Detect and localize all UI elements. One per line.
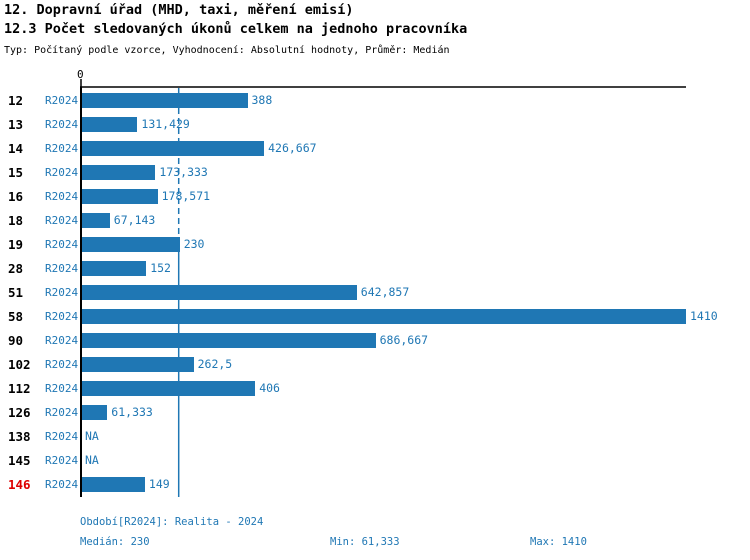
row-category-label: 90 [8, 333, 24, 348]
row-category-label: 146 [8, 477, 31, 492]
row-value-label: 152 [150, 261, 171, 275]
row-value-label: 67,143 [113, 213, 156, 227]
row-bar [81, 165, 156, 180]
row-period-label: R2024 [45, 190, 79, 203]
row-value-label: 426,667 [268, 141, 317, 155]
footer-max: Max: 1410 [530, 536, 587, 548]
row-period-label: R2024 [45, 286, 79, 299]
row-period-label: R2024 [45, 478, 79, 491]
row-bar [81, 357, 194, 372]
chart-meta: Typ: Počítaný podle vzorce, Vyhodnocení:… [4, 45, 450, 56]
row-category-label: 138 [8, 429, 31, 444]
row-bar [81, 261, 147, 276]
row-category-label: 19 [8, 237, 24, 252]
row-period-label: R2024 [45, 142, 79, 155]
row-value-label: 406 [259, 381, 280, 395]
page-subtitle: 12.3 Počet sledovaných úkonů celkem na j… [4, 21, 468, 37]
row-bar [81, 93, 248, 108]
row-period-label: R2024 [45, 406, 79, 419]
row-period-label: R2024 [45, 118, 79, 131]
row-value-label: 173,333 [159, 165, 208, 179]
row-value-label: 178,571 [161, 189, 211, 203]
footer-period-info: Období[R2024]: Realita - 2024 [80, 516, 264, 528]
row-category-label: 102 [8, 357, 31, 372]
footer-min: Min: 61,333 [330, 536, 400, 548]
row-value-label: 686,667 [379, 333, 429, 347]
row-category-label: 15 [8, 165, 24, 180]
row-period-label: R2024 [45, 334, 79, 347]
row-period-label: R2024 [45, 262, 79, 275]
row-period-label: R2024 [45, 166, 79, 179]
row-bar [81, 285, 357, 300]
row-category-label: 126 [8, 405, 31, 420]
row-category-label: 12 [8, 93, 24, 108]
row-value-label: 61,333 [111, 405, 153, 419]
row-category-label: 145 [8, 453, 31, 468]
row-value-label: 262,5 [197, 357, 233, 371]
footer-median: Medián: 230 [80, 536, 150, 548]
row-category-label: 18 [8, 213, 24, 228]
row-bar [81, 141, 265, 156]
row-period-label: R2024 [45, 310, 79, 323]
row-bar [81, 213, 110, 228]
axis-zero-label: 0 [77, 68, 84, 81]
row-category-label: 28 [8, 261, 24, 276]
row-category-label: 13 [8, 117, 24, 132]
row-category-label: 112 [8, 381, 31, 396]
row-value-label: 642,857 [360, 285, 410, 299]
row-value-label: 230 [183, 237, 205, 251]
row-value-label: 388 [251, 93, 273, 107]
row-bar [81, 237, 180, 252]
row-period-label: R2024 [45, 238, 79, 251]
row-bar [81, 381, 256, 396]
row-bar [81, 333, 376, 348]
row-bar [81, 117, 138, 132]
row-value-label: 1410 [690, 309, 718, 323]
row-value-label: NA [85, 429, 99, 443]
row-period-label: R2024 [45, 430, 79, 443]
row-period-label: R2024 [45, 454, 79, 467]
row-bar [81, 309, 686, 324]
row-bar [81, 405, 108, 420]
row-period-label: R2024 [45, 358, 79, 371]
row-category-label: 14 [8, 141, 24, 156]
row-value-label: NA [85, 453, 99, 467]
row-bar [81, 189, 158, 204]
row-period-label: R2024 [45, 382, 79, 395]
row-category-label: 51 [8, 285, 24, 300]
row-category-label: 16 [8, 189, 24, 204]
row-value-label: 149 [148, 477, 170, 491]
page-title: 12. Dopravní úřad (MHD, taxi, měření emi… [4, 2, 354, 18]
row-bar [81, 477, 145, 492]
row-period-label: R2024 [45, 94, 79, 107]
row-value-label: 131,429 [141, 117, 190, 131]
row-category-label: 58 [8, 309, 24, 324]
row-period-label: R2024 [45, 214, 79, 227]
